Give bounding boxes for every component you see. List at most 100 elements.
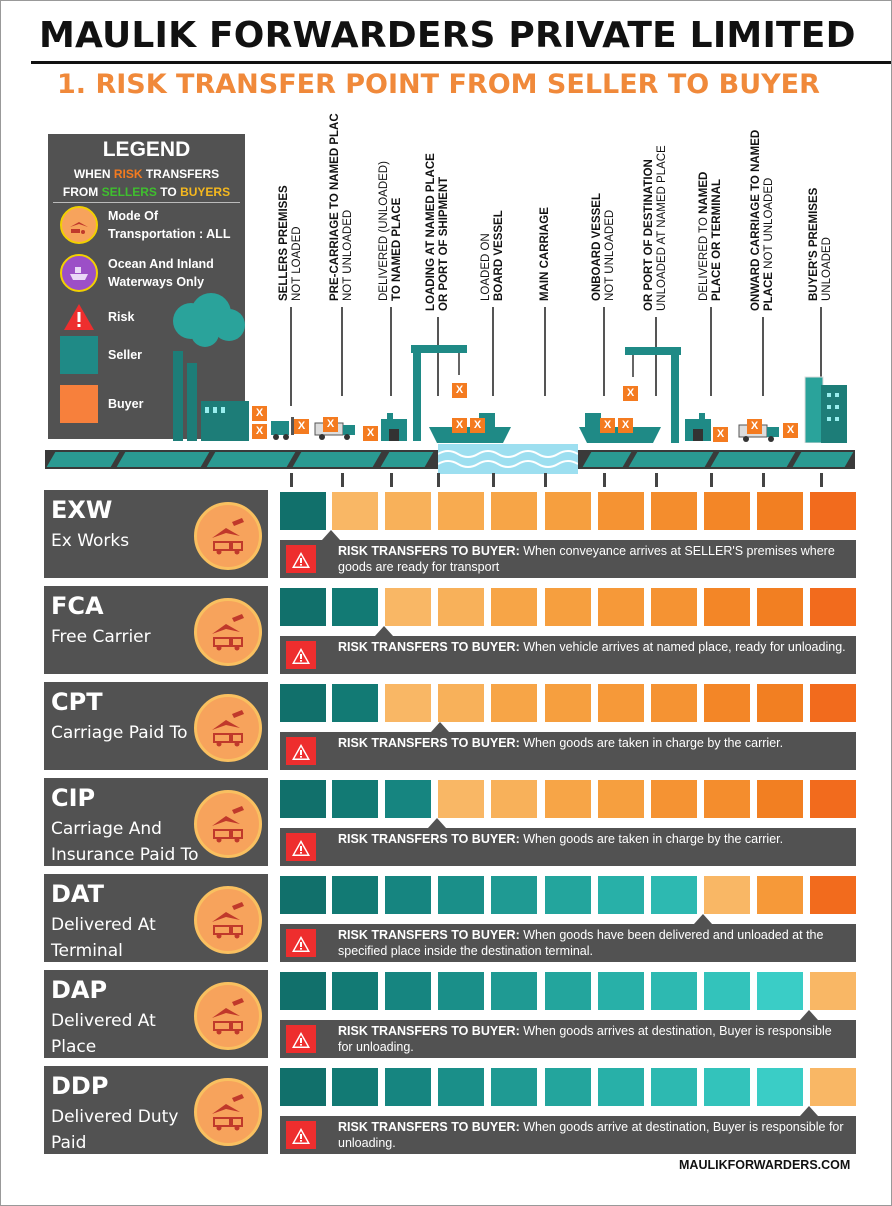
risk-transfer-pointer [694, 914, 712, 924]
stage-label-text: BUYER'S PREMISES [808, 187, 820, 301]
risk-transfer-text: RISK TRANSFERS TO BUYER: When vehicle ar… [338, 639, 848, 655]
stage-label-text: NOT UNLOADED [763, 177, 775, 273]
seller-cell [651, 972, 697, 1010]
seller-cell [598, 876, 644, 914]
stage-label-text: NAMED [698, 171, 710, 214]
stage-label-text: SELLERS PREMISES [278, 185, 290, 301]
buyer-cell [810, 972, 856, 1010]
stage-label-text: OR PORT OF DESTINATION [643, 159, 655, 311]
stage-pointer-line [655, 317, 657, 396]
cargo-box-icon: X [713, 427, 728, 442]
stage-tick [492, 473, 495, 487]
seller-cell [545, 972, 591, 1010]
road-stripe [710, 452, 796, 467]
stage-label-text: OR PORT OF SHIPMENT [438, 176, 450, 311]
stage-tick [341, 473, 344, 487]
risk-transfer-description: When goods arrives at destination, Buyer… [338, 1024, 832, 1054]
buyer-cell [598, 780, 644, 818]
stage-tick [603, 473, 606, 487]
stage-label-text: PLACE [763, 272, 775, 311]
risk-transfer-pointer [800, 1010, 818, 1020]
buyer-cell [491, 780, 537, 818]
stage-label: SELLERS PREMISES NOT LOADED [278, 185, 304, 301]
seller-cell [545, 876, 591, 914]
risk-transfer-info: RISK TRANSFERS TO BUYER: When goods arri… [280, 1020, 856, 1058]
stage-tick [390, 473, 393, 487]
cargo-box-icon: X [452, 383, 467, 398]
footer-website[interactable]: MAULIKFORWARDERS.COM [679, 1158, 851, 1172]
seller-cell [598, 972, 644, 1010]
stage-pointer-line [544, 307, 546, 396]
multimodal-transport-icon [194, 502, 262, 570]
seller-cell [438, 972, 484, 1010]
cargo-box-icon: X [452, 418, 467, 433]
loading-crane-icon [411, 345, 467, 441]
multimodal-transport-icon [194, 886, 262, 954]
incoterm-exw: EXW Ex Works [44, 490, 268, 578]
incoterm-code: FCA [51, 592, 104, 620]
seller-cell [651, 876, 697, 914]
stage-label: LOADED ON BOARD VESSEL [480, 210, 506, 301]
company-title: MAULIK FORWARDERS PRIVATE LIMITED [39, 15, 856, 56]
buyer-cell [810, 492, 856, 530]
road-stripe [46, 452, 120, 467]
buyer-cell [757, 588, 803, 626]
multimodal-transport-icon [194, 1078, 262, 1146]
risk-transfer-pointer [431, 722, 449, 732]
risk-transfer-text: RISK TRANSFERS TO BUYER: When goods are … [338, 735, 848, 751]
buyer-cell [332, 492, 378, 530]
road-stripe [380, 452, 434, 467]
risk-transfer-text: RISK TRANSFERS TO BUYER: When goods arri… [338, 1119, 848, 1151]
legend-sub-text: FROM [62, 185, 102, 199]
factory-icon [173, 293, 249, 441]
seller-cell [757, 972, 803, 1010]
warehouse-icon [685, 413, 711, 441]
legend-label: Mode Of Transportation : ALL [108, 209, 231, 241]
risk-transfer-text: RISK TRANSFERS TO BUYER: When goods arri… [338, 1023, 848, 1055]
incoterm-name: Delivered At Place [51, 1011, 156, 1057]
cargo-box-icon: X [623, 386, 638, 401]
buyer-cell [651, 492, 697, 530]
seller-swatch [60, 336, 98, 374]
warning-icon [286, 1025, 316, 1053]
buyer-building-icon [804, 376, 847, 443]
warning-icon [286, 1121, 316, 1149]
stage-tick [710, 473, 713, 487]
legend-label: Risk [108, 310, 135, 324]
water-strip [437, 444, 579, 474]
stage-pointer-line [390, 307, 392, 396]
cargo-box-icon: X [363, 426, 378, 441]
buyer-cell [810, 588, 856, 626]
stage-tick [655, 473, 658, 487]
buyer-cell [545, 780, 591, 818]
warning-icon [60, 302, 98, 332]
incoterm-name: Carriage And Insurance Paid To [51, 819, 199, 865]
stage-label: ONBOARD VESSEL NOT UNLOADED [591, 193, 617, 301]
incoterm-dap: DAP Delivered At Place [44, 970, 268, 1058]
buyer-cell [810, 876, 856, 914]
buyer-cell [385, 492, 431, 530]
stage-label-text: LOADING AT NAMED PLACE [425, 153, 437, 311]
buyer-cell [651, 684, 697, 722]
stage-label-text: NAMED PLACE [391, 197, 403, 283]
stage-label-text: NOT LOADED [291, 226, 303, 301]
incoterm-cip: CIP Carriage And Insurance Paid To [44, 778, 268, 866]
cargo-box-icon: X [747, 419, 762, 434]
seller-cell [385, 972, 431, 1010]
stage-label-text: BOARD VESSEL [493, 210, 505, 301]
incoterm-code: DAP [51, 976, 108, 1004]
risk-transfer-info: RISK TRANSFERS TO BUYER: When goods are … [280, 828, 856, 866]
road-stripe [792, 452, 854, 467]
buyer-cell [545, 492, 591, 530]
stage-pointer-line [762, 317, 764, 396]
risk-transfer-description: When goods have been delivered and unloa… [338, 928, 824, 958]
buyer-cell [491, 588, 537, 626]
buyer-cell [757, 780, 803, 818]
legend-item-seller: Seller [60, 336, 142, 374]
buyer-cell [810, 780, 856, 818]
stage-tick [820, 473, 823, 487]
stage-label-text: PLACE OR TERMINAL [711, 178, 723, 301]
legend-panel: LEGEND WHEN RISK TRANSFERS FROM SELLERS … [48, 134, 245, 439]
warning-icon [286, 545, 316, 573]
